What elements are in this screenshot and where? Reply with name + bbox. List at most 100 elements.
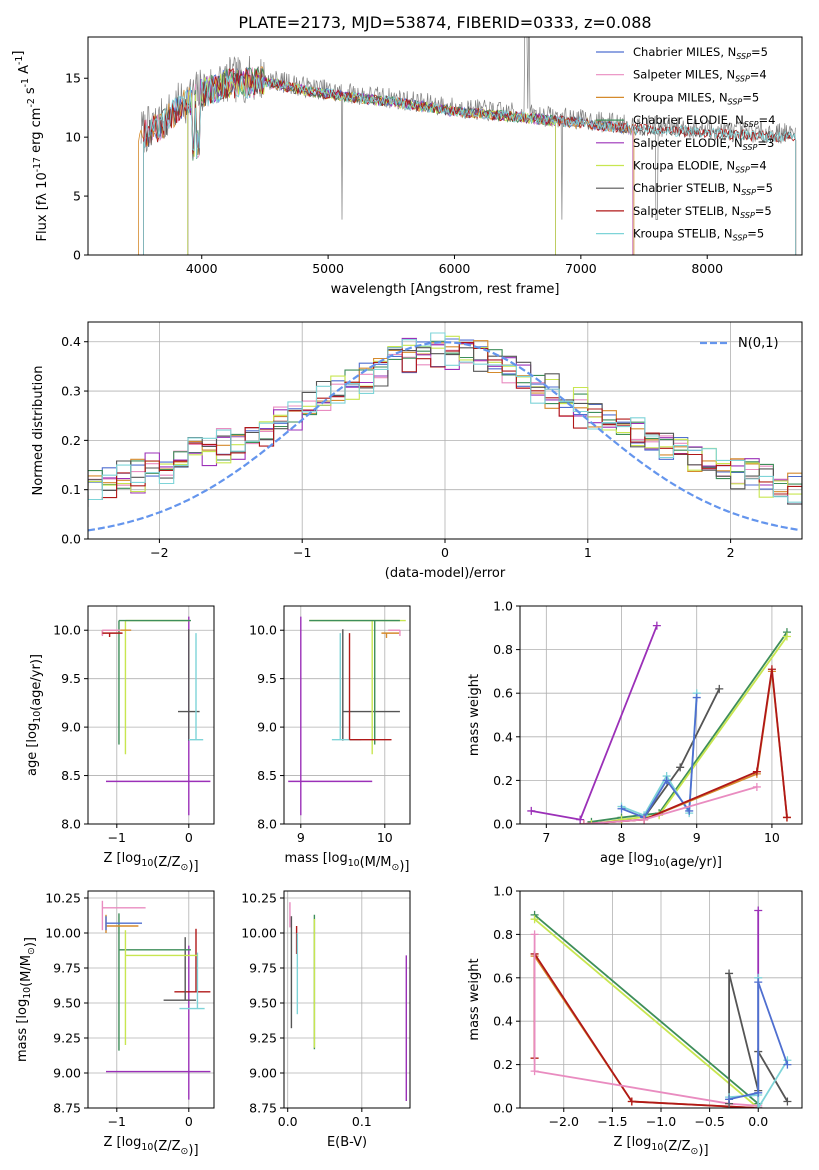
spectrum-frame [87, 36, 803, 256]
mass-vs-ebv-frame [283, 890, 411, 1109]
weight-marker [530, 930, 539, 939]
residual-hist-xtick-label: −1 [293, 545, 311, 560]
mass-weight-vs-age-ytick-label: 0.6 [493, 686, 513, 701]
age-vs-mass-ytick-label: 9.5 [257, 671, 277, 686]
weight-marker [783, 1097, 792, 1106]
legend-entry: N(0,1) [738, 336, 779, 351]
weight-marker [725, 969, 734, 978]
mass-weight-vs-age-xtick-label: 10 [764, 830, 780, 845]
residual-hist-plot-area [88, 332, 802, 532]
weight-marker [767, 665, 776, 674]
spectrum-xtick-label: 5000 [312, 261, 344, 276]
spectrum-ytick-label: 10 [65, 130, 81, 145]
legend-entry: Kroupa ELODIE, NSSP=4 [633, 159, 767, 175]
residual-hist-xlabel: (data-model)/error [385, 566, 506, 581]
mass-weight-vs-age-xlabel: age [log10(age/yr)] [600, 851, 722, 870]
age-vs-Z-ytick-label: 9.0 [61, 720, 81, 735]
mass-weight-vs-Z-xtick-label: 0.0 [748, 1114, 768, 1129]
mass-vs-ebv-xlabel: E(B-V) [327, 1135, 367, 1150]
age-vs-Z-frame [87, 605, 215, 825]
age-vs-mass-xlabel: mass [log10(M/M⊙)] [285, 851, 410, 874]
weight-marker [527, 806, 536, 815]
weight-line [534, 918, 759, 1108]
age-vs-mass-plot-area [288, 616, 406, 816]
age-vs-mass-ytick-label: 9.0 [257, 720, 277, 735]
mass-vs-ebv-xtick-label: 0.1 [352, 1114, 372, 1129]
spectrum-model-line [143, 67, 797, 255]
weight-marker [640, 815, 649, 824]
mass-weight-vs-Z-ytick-label: 1.0 [493, 884, 513, 899]
hist-step-line [88, 332, 802, 503]
mass-weight-vs-age-panel: 7 8 9 10 0.0 0.2 0.4 0.6 0.8 1.0 age [log10(age/yr… [467, 599, 803, 870]
weight-marker [685, 806, 694, 815]
spectrum-xtick-label: 6000 [439, 261, 471, 276]
residual-hist-xtick-label: 1 [584, 545, 592, 560]
mass-weight-vs-Z-ytick-label: 0.6 [493, 970, 513, 985]
age-vs-Z-ylabel: age [log10(age/yr)] [25, 654, 44, 776]
age-vs-mass-ytick-label: 8.0 [257, 817, 277, 832]
residual-hist-ylabel: Normed distribution [31, 366, 46, 496]
mass-weight-vs-age-ytick-label: 0.4 [493, 729, 513, 744]
residual-hist-ytick-label: 0.1 [61, 482, 81, 497]
mass-vs-ebv-ytick-label: 8.75 [249, 1101, 277, 1116]
legend-entry: Kroupa MILES, NSSP=5 [633, 90, 759, 106]
spectrum-ytick-label: 5 [73, 189, 81, 204]
weight-marker [587, 820, 596, 824]
age-vs-Z-xtick-label: −1 [108, 830, 126, 845]
weight-marker [576, 815, 585, 824]
mass-vs-ebv-ytick-label: 9.00 [249, 1066, 277, 1081]
weight-marker [662, 776, 671, 785]
spectrum-xtick-label: 8000 [691, 261, 723, 276]
weight-line [533, 934, 759, 1107]
spectrum-xlabel: wavelength [Angstrom, rest frame] [331, 282, 560, 297]
weight-marker [530, 915, 539, 924]
weight-marker [752, 782, 761, 791]
residual-hist-xtick-label: −2 [150, 545, 168, 560]
weight-marker [579, 820, 588, 824]
weight-line [591, 631, 788, 823]
mass-vs-ebv-ytick-label: 9.50 [249, 996, 277, 1011]
weight-marker [617, 815, 626, 824]
age-vs-mass-ytick-label: 8.5 [257, 768, 277, 783]
mass-vs-Z-xtick-label: 0 [185, 1114, 193, 1129]
mass-weight-vs-Z-ytick-label: 0.2 [493, 1057, 513, 1072]
mass-weight-vs-Z-ytick-label: 0.0 [493, 1101, 513, 1116]
weight-line [531, 625, 658, 821]
weight-marker [754, 1104, 763, 1108]
mass-vs-ebv-ytick-label: 9.25 [249, 1031, 277, 1046]
age-vs-Z-ytick-label: 8.0 [61, 817, 81, 832]
mass-vs-Z-ytick-label: 9.25 [53, 1031, 81, 1046]
weight-marker [530, 1067, 539, 1076]
mass-vs-Z-xtick-label: −1 [108, 1114, 126, 1129]
weight-marker [617, 804, 626, 813]
spectrum-plot-area [138, 37, 797, 255]
spectrum-ytick-label: 15 [65, 71, 81, 86]
mass-vs-ebv-ytick-label: 10.00 [241, 926, 277, 941]
weight-marker [652, 621, 661, 630]
mass-weight-vs-Z-panel: −2.0 −1.5 −1.0 −0.5 0.0 0.0 0.2 0.4 0.6 0.8 1.0 Z [… [467, 884, 803, 1158]
mass-weight-vs-age-frame [519, 605, 803, 825]
age-vs-Z-panel: −1 0 8.0 8.5 9.0 9.5 10.0 Z [log10(Z/Z⊙)] age [l… [25, 605, 215, 874]
spectrum-ytick-label: 0 [73, 248, 81, 263]
residual-hist-ytick-label: 0.2 [61, 433, 81, 448]
weight-marker [754, 906, 763, 915]
mass-weight-vs-age-xtick-label: 8 [618, 830, 626, 845]
mass-vs-ebv-panel: 0.0 0.1 8.75 9.00 9.25 9.50 9.75 10.00 10.25 E(B-… [241, 890, 411, 1150]
mass-weight-vs-Z-xtick-label: −1.0 [646, 1114, 676, 1129]
spectrum-ylabel: Flux [fλ 10-17 erg cm-2 s-1 A-1] [11, 51, 50, 242]
spectrum-xtick-label: 4000 [186, 261, 218, 276]
mass-weight-vs-Z-xtick-label: −1.5 [597, 1114, 627, 1129]
gauss-curve [88, 341, 800, 532]
mass-weight-vs-Z-ytick-label: 0.8 [493, 927, 513, 942]
weight-marker [754, 1088, 763, 1097]
weight-marker [782, 813, 791, 822]
age-vs-mass-panel: 9 10 8.0 8.5 9.0 9.5 10.0 mass [log10(M/M⊙)] [249, 605, 411, 874]
mass-weight-vs-Z-plot-area [530, 906, 792, 1108]
legend-entry: Chabrier STELIB, NSSP=5 [633, 181, 773, 197]
weight-line [533, 953, 759, 1108]
age-vs-Z-xtick-label: 0 [185, 830, 193, 845]
weight-marker [782, 632, 791, 641]
mass-weight-vs-age-ytick-label: 1.0 [493, 599, 513, 614]
legend-entry: Chabrier ELODIE, NSSP=4 [633, 113, 775, 129]
mass-vs-Z-panel: −1 0 8.75 9.00 9.25 9.50 9.75 10.00 10.25 Z [log1… [15, 890, 215, 1158]
